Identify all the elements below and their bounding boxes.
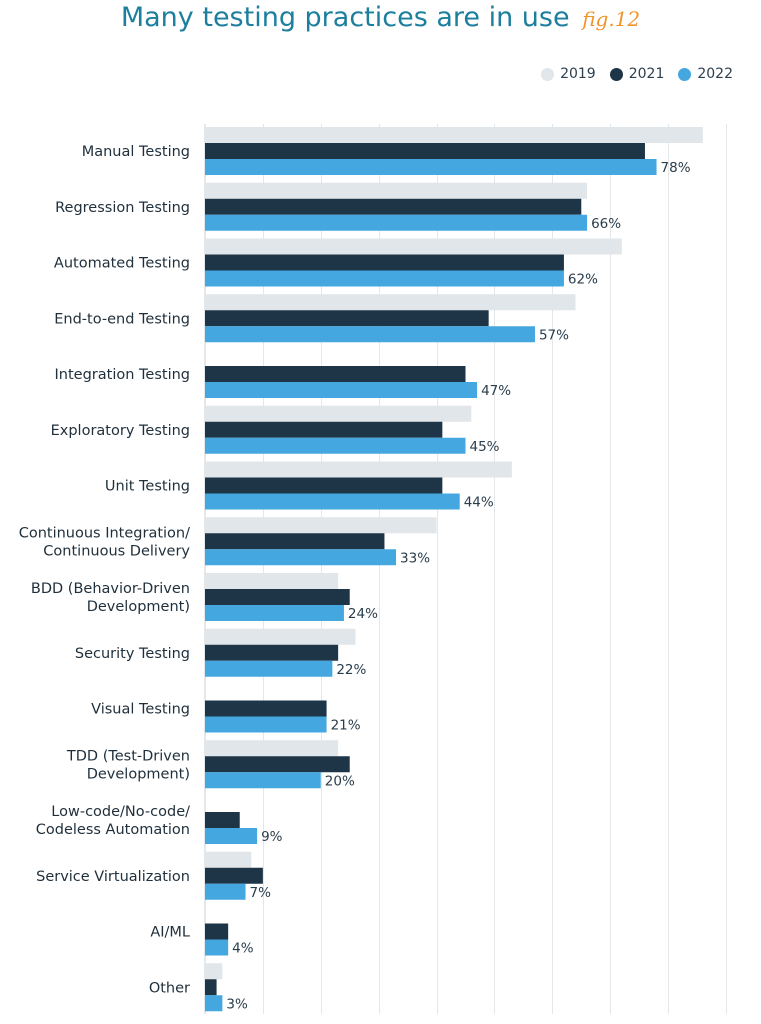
bar-2021-6 — [205, 477, 443, 494]
bar-2019-1 — [205, 182, 588, 199]
category-label-14: AI/ML — [150, 925, 190, 941]
bar-2021-0 — [205, 143, 645, 159]
category-label-4: Integration Testing — [55, 367, 190, 383]
value-label-4: 47% — [481, 383, 511, 399]
legend: 2019 2021 2022 — [541, 66, 733, 82]
category-label-8-line1: Development) — [87, 599, 190, 615]
value-label-3: 57% — [539, 327, 569, 343]
value-label-5: 45% — [470, 439, 500, 455]
legend-swatch-2022 — [678, 67, 692, 81]
value-label-0: 78% — [661, 160, 691, 176]
bar-2019-15 — [205, 963, 223, 980]
value-label-10: 21% — [331, 718, 361, 734]
bar-2022-3 — [205, 326, 535, 343]
value-label-1: 66% — [591, 216, 621, 232]
category-label-8-line0: BDD (Behavior-Driven — [31, 581, 190, 597]
bar-2022-15 — [205, 995, 223, 1012]
bar-2022-12 — [205, 828, 258, 844]
figure-label: fig.12 — [582, 7, 641, 31]
bar-2019-0 — [205, 127, 703, 143]
bar-2021-2 — [205, 254, 564, 271]
chart-title: Many testing practices are in use fig.12 — [0, 2, 761, 33]
bar-2021-11 — [205, 756, 350, 773]
category-label-2: Automated Testing — [54, 256, 190, 272]
bar-2021-7 — [205, 533, 385, 550]
legend-swatch-2019 — [541, 67, 555, 81]
bar-2019-8 — [205, 573, 339, 589]
bar-2019-11 — [205, 740, 339, 757]
title-text: Many testing practices are in use — [120, 2, 570, 33]
bar-2021-3 — [205, 310, 489, 327]
value-label-15: 3% — [226, 996, 248, 1012]
category-label-6: Unit Testing — [105, 479, 190, 495]
legend-item-2019: 2019 — [541, 66, 596, 82]
bar-2021-15 — [205, 979, 217, 996]
value-label-11: 20% — [325, 773, 355, 789]
legend-swatch-2021 — [609, 67, 623, 81]
legend-item-2021: 2021 — [609, 66, 665, 82]
bar-2019-9 — [205, 628, 356, 645]
category-label-15: Other — [149, 980, 190, 996]
bar-2022-9 — [205, 660, 333, 677]
category-label-12-line1: Codeless Automation — [36, 822, 190, 838]
value-label-12: 9% — [261, 829, 283, 845]
bar-2019-3 — [205, 294, 576, 311]
bar-2019-2 — [205, 238, 622, 255]
legend-label-2022: 2022 — [697, 66, 733, 82]
value-label-9: 22% — [336, 662, 366, 678]
bar-2022-14 — [205, 939, 229, 956]
category-label-11-line0: TDD (Test-Driven — [66, 748, 190, 764]
category-label-12-line0: Low-code/No-code/ — [51, 804, 190, 820]
bar-2022-6 — [205, 493, 460, 510]
bar-2022-5 — [205, 437, 466, 454]
category-label-1: Regression Testing — [55, 200, 190, 216]
bar-2021-14 — [205, 923, 229, 940]
bar-2022-4 — [205, 382, 478, 398]
bar-2022-13 — [205, 883, 246, 900]
bar-2022-1 — [205, 214, 588, 231]
category-label-11-line1: Development) — [87, 766, 190, 782]
category-label-0: Manual Testing — [82, 144, 190, 160]
value-label-2: 62% — [568, 272, 598, 288]
legend-item-2022: 2022 — [678, 66, 733, 82]
value-label-6: 44% — [464, 495, 494, 511]
bar-2019-6 — [205, 461, 512, 478]
bar-2021-9 — [205, 644, 339, 661]
value-label-13: 7% — [250, 885, 272, 901]
bar-2019-5 — [205, 405, 472, 422]
value-label-7: 33% — [400, 550, 430, 566]
bar-2021-10 — [205, 700, 327, 717]
bar-2021-1 — [205, 198, 582, 215]
category-label-7-line0: Continuous Integration/ — [19, 525, 190, 541]
legend-label-2019: 2019 — [560, 66, 596, 82]
bar-2022-7 — [205, 549, 397, 566]
legend-label-2021: 2021 — [628, 66, 665, 82]
bar-2022-2 — [205, 270, 564, 287]
bar-2021-13 — [205, 867, 263, 884]
category-label-13: Service Virtualization — [36, 869, 190, 885]
value-label-8: 24% — [348, 606, 378, 622]
bar-2022-10 — [205, 716, 327, 733]
category-label-3: End-to-end Testing — [54, 311, 190, 327]
bar-2021-12 — [205, 812, 240, 828]
category-label-10: Visual Testing — [91, 702, 190, 718]
category-label-9: Security Testing — [75, 646, 190, 662]
bar-2021-5 — [205, 421, 443, 438]
bar-2022-11 — [205, 772, 321, 789]
category-label-7-line1: Continuous Delivery — [43, 543, 190, 559]
bar-2021-8 — [205, 589, 350, 605]
bar-2019-7 — [205, 517, 437, 534]
bar-2019-13 — [205, 851, 252, 868]
value-label-14: 4% — [232, 941, 254, 957]
category-label-5: Exploratory Testing — [51, 423, 190, 439]
bar-2022-8 — [205, 605, 344, 621]
bar-2022-0 — [205, 159, 657, 175]
bar-2021-4 — [205, 366, 466, 382]
